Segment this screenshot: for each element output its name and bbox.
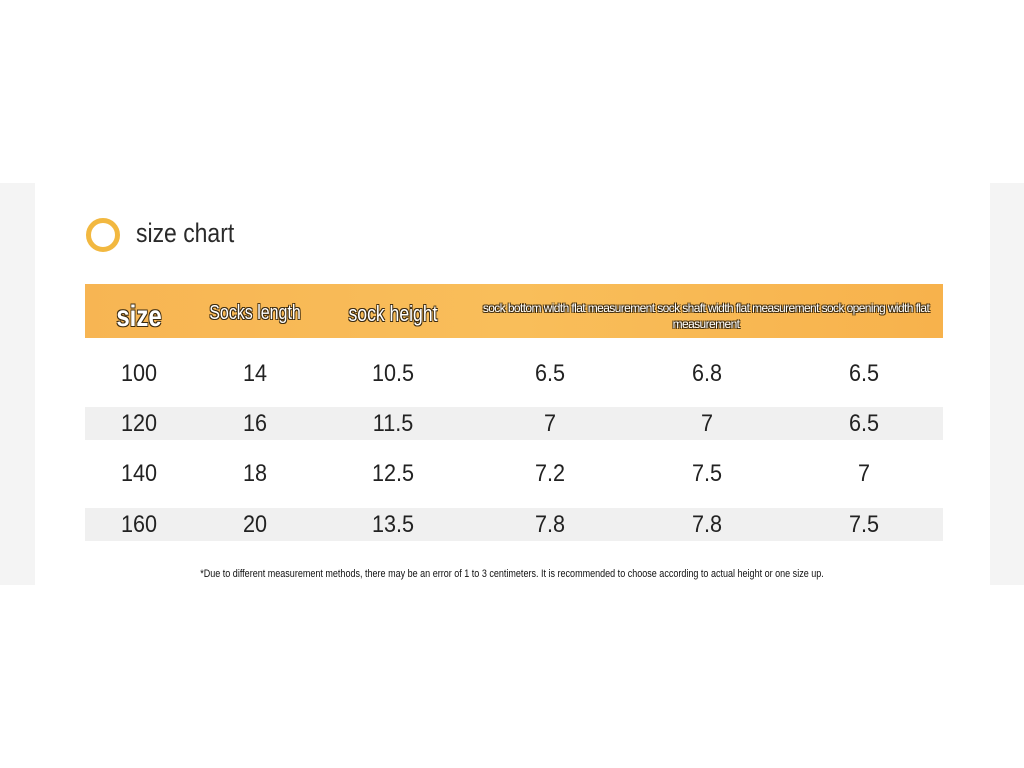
table-cell: 11.5 xyxy=(372,410,414,437)
table-cell: 7.2 xyxy=(534,460,566,487)
table-cell: 12.5 xyxy=(371,460,415,487)
title: size chart xyxy=(136,218,235,248)
table-cell: 100 xyxy=(120,360,158,387)
table-cell: 7 xyxy=(700,410,714,437)
table-cell: 16 xyxy=(242,410,268,437)
table-cell: 7.8 xyxy=(534,511,566,538)
table-cell: 140 xyxy=(120,460,158,487)
header-bar xyxy=(85,284,943,338)
table-cell: 18 xyxy=(242,460,268,487)
table-cell: 120 xyxy=(120,410,158,437)
table-cell: 7 xyxy=(857,460,871,487)
table-cell: 6.5 xyxy=(534,360,566,387)
footnote: *Due to different measurement methods, t… xyxy=(200,568,824,580)
table-cell: 7 xyxy=(543,410,557,437)
title-icon xyxy=(86,218,120,252)
table-cell: 160 xyxy=(120,511,158,538)
table-cell: 7.5 xyxy=(848,511,880,538)
table-cell: 7.5 xyxy=(691,460,723,487)
row-band xyxy=(85,407,943,440)
table-cell: 20 xyxy=(242,511,268,538)
table-cell: 10.5 xyxy=(371,360,415,387)
header-cell: size xyxy=(116,300,162,333)
header-cell: sock bottom width flat measurement sock … xyxy=(482,301,930,331)
side-strip xyxy=(0,183,35,585)
table-cell: 6.5 xyxy=(848,410,880,437)
header-cell: Socks length xyxy=(209,302,301,324)
side-strip xyxy=(990,183,1024,585)
table-cell: 7.8 xyxy=(691,511,723,538)
table-cell: 6.8 xyxy=(691,360,723,387)
table-cell: 13.5 xyxy=(371,511,415,538)
row-band xyxy=(85,508,943,541)
table-cell: 14 xyxy=(242,360,268,387)
header-cell: sock height xyxy=(348,301,438,326)
table-cell: 6.5 xyxy=(848,360,880,387)
